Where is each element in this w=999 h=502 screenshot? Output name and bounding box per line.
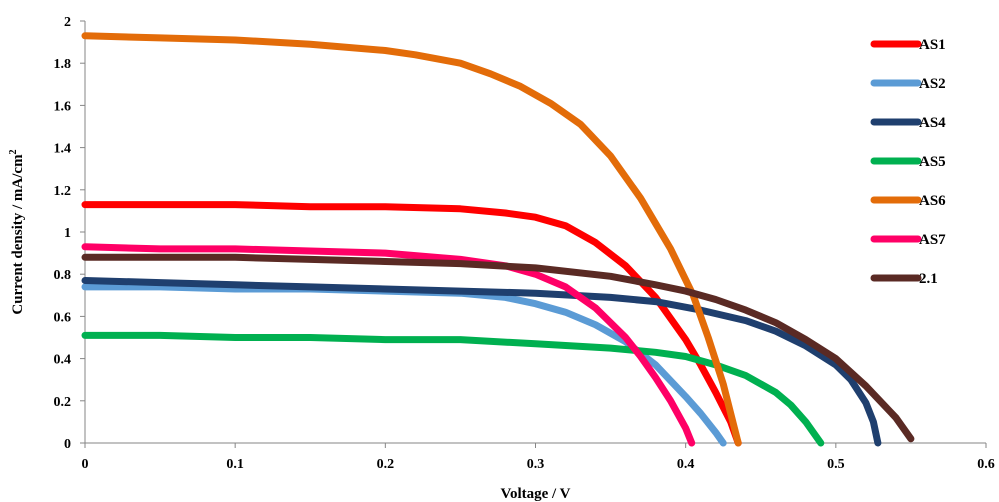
legend-label: AS5: [919, 154, 946, 170]
legend-label: AS6: [919, 193, 946, 209]
y-tick-label: 1: [64, 226, 71, 241]
series-line-as1: [81, 201, 742, 447]
legend-label: AS1: [919, 37, 946, 53]
y-axis-title-sup: 2: [8, 149, 19, 154]
x-tick-label: 0.1: [226, 457, 244, 472]
x-axis-title: Voltage / V: [500, 486, 570, 502]
series-line-as7: [81, 243, 696, 447]
series-line-as4: [81, 277, 882, 447]
y-axis-title-main: Current density / mA/cm: [10, 154, 26, 315]
x-tick-label: 0.6: [977, 457, 995, 472]
series-line-as6: [81, 32, 742, 447]
y-tick-label: 0.4: [54, 353, 72, 368]
y-tick-label: 1.8: [54, 57, 72, 72]
y-tick-label: 1.4: [54, 142, 72, 157]
x-tick-label: 0.4: [677, 457, 695, 472]
y-tick-label: 0.6: [54, 310, 72, 325]
y-tick-label: 1.6: [54, 99, 72, 114]
y-tick-label: 0.2: [54, 395, 72, 410]
y-tick-label: 0.8: [54, 268, 72, 283]
x-tick-label: 0.2: [377, 457, 395, 472]
y-tick-label: 2: [64, 15, 71, 30]
y-tick-label: 1.2: [54, 184, 72, 199]
x-tick-label: 0: [82, 457, 89, 472]
axes: 0 0.2 0.4 0.6 0.8 1 1.2 1.4 1.6 1.8 2 0 0.1 0.2 0.3 0.4…: [54, 15, 995, 472]
series-line-2-1: [81, 253, 915, 443]
legend-label: AS4: [919, 115, 946, 131]
legend-label: AS7: [919, 232, 946, 248]
y-axis-title: Current density / mA/cm2: [8, 149, 26, 314]
legend-label: 2.1: [919, 271, 938, 287]
series-line-as2: [81, 283, 727, 447]
legend-label: AS2: [919, 76, 946, 92]
series-layer: [81, 32, 915, 447]
x-tick-label: 0.5: [827, 457, 845, 472]
x-tick-label: 0.3: [527, 457, 545, 472]
legend: AS1 AS2 AS4 AS5 AS6 AS7 2.1: [870, 37, 946, 287]
y-tick-label: 0: [64, 437, 71, 452]
